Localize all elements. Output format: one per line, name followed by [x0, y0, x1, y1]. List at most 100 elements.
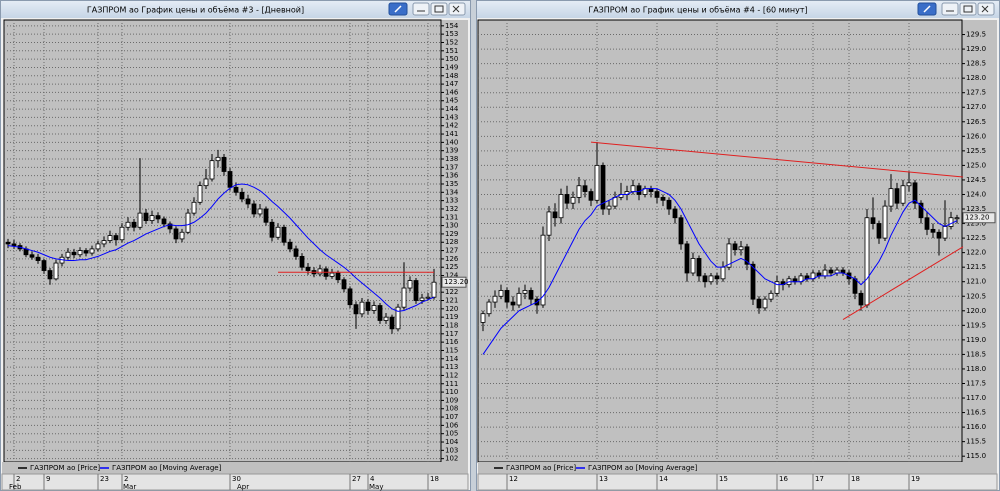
candle-body	[317, 268, 323, 275]
candle-body	[870, 217, 876, 224]
y-tick-label: 150	[445, 55, 458, 63]
candle-body	[233, 186, 239, 193]
y-tick-label: 133	[445, 197, 458, 205]
candle-body	[588, 191, 594, 201]
candle-body	[672, 208, 678, 219]
candle-body	[287, 241, 293, 250]
y-tick-label: 122.0	[966, 249, 986, 257]
legend-label: ГАЗПРОМ ао [Price]	[30, 464, 100, 472]
candle-body	[486, 301, 492, 315]
y-tick-label: 129.0	[966, 45, 986, 53]
candle-body	[329, 272, 335, 277]
y-tick-label: 147	[445, 80, 458, 88]
maximize-icon	[434, 5, 444, 13]
plot-area	[3, 19, 442, 463]
candle-body	[702, 275, 708, 283]
y-tick-label: 120.0	[966, 307, 986, 315]
y-tick-label: 112	[445, 371, 458, 379]
candle-body	[227, 171, 233, 188]
minimize-button[interactable]	[941, 2, 959, 16]
y-tick-label: 126	[445, 255, 459, 263]
candle-body	[660, 196, 666, 201]
candle-body	[395, 306, 401, 330]
x-tick-label: 16	[779, 475, 788, 483]
candle-body	[882, 205, 888, 239]
candle-body	[245, 198, 251, 205]
candle-body	[173, 228, 179, 240]
y-tick-label: 129	[445, 230, 458, 238]
candle-body	[377, 305, 383, 321]
x-tick-label: 18	[851, 475, 860, 483]
maximize-button[interactable]	[430, 2, 448, 16]
candle-body	[696, 258, 702, 277]
y-tick-label: 127.0	[966, 103, 986, 111]
y-tick-label: 124.0	[966, 190, 986, 198]
y-tick-label: 119.5	[966, 321, 986, 329]
candle-body	[954, 217, 960, 220]
candle-body	[774, 281, 780, 294]
minimize-button[interactable]	[412, 2, 430, 16]
candle-body	[155, 215, 161, 220]
candle-body	[299, 255, 305, 268]
close-button[interactable]	[448, 2, 466, 16]
pin-icon	[394, 5, 402, 13]
close-button[interactable]	[977, 2, 995, 16]
x-tick-label: 13	[599, 475, 608, 483]
candle-body	[912, 182, 918, 204]
y-tick-label: 146	[445, 88, 459, 96]
x-tick-label: 2	[124, 475, 128, 483]
y-tick-label: 120	[445, 305, 458, 313]
y-tick-label: 109	[445, 396, 458, 404]
candle-body	[906, 182, 912, 187]
y-tick-label: 123.5	[966, 205, 986, 213]
last-price-label: 123.20	[444, 278, 469, 286]
x-tick-label: 12	[509, 475, 518, 483]
candle-body	[149, 215, 155, 222]
candle-body	[684, 243, 690, 274]
candle-body	[119, 226, 125, 241]
candle-body	[888, 188, 894, 207]
y-tick-label: 117	[445, 330, 458, 338]
y-tick-label: 134	[445, 188, 459, 196]
candle-body	[654, 191, 660, 198]
candle-body	[738, 246, 744, 251]
candle-body	[690, 258, 696, 274]
candle-body	[918, 202, 924, 219]
candle-body	[894, 188, 900, 204]
candle-body	[714, 275, 720, 280]
y-tick-label: 115.5	[966, 438, 986, 446]
candle-body	[510, 301, 516, 306]
y-tick-label: 126.0	[966, 132, 986, 140]
legend-label: ГАЗПРОМ ао [Moving Average]	[112, 464, 222, 472]
x-tick-label: 23	[100, 475, 109, 483]
y-tick-label: 103	[445, 446, 458, 454]
candle-body	[762, 298, 768, 309]
x-axis-area	[1, 473, 469, 491]
y-tick-label: 143	[445, 113, 458, 121]
candle-body	[107, 235, 113, 241]
y-tick-label: 111	[445, 380, 458, 388]
candle-body	[564, 194, 570, 204]
candle-body	[293, 248, 299, 257]
y-tick-label: 137	[445, 163, 458, 171]
y-tick-label: 107	[445, 413, 458, 421]
x-tick-label: 9	[46, 475, 50, 483]
y-tick-label: 138	[445, 155, 458, 163]
y-tick-label: 154	[445, 22, 459, 30]
maximize-button[interactable]	[959, 2, 977, 16]
month-label: Apr	[237, 483, 249, 491]
candle-body	[600, 164, 606, 210]
y-tick-label: 127	[445, 247, 458, 255]
y-tick-label: 104	[445, 438, 459, 446]
candle-body	[383, 316, 389, 321]
candle-body	[606, 205, 612, 210]
candle-body	[582, 185, 588, 192]
candle-body	[768, 292, 774, 300]
candle-body	[720, 266, 726, 280]
candle-body	[101, 240, 107, 245]
legend-label: ГАЗПРОМ ао [Price]	[506, 464, 576, 472]
candle-body	[161, 218, 167, 225]
candle-body	[492, 295, 498, 303]
candle-body	[251, 203, 257, 215]
last-price-box	[441, 276, 467, 288]
